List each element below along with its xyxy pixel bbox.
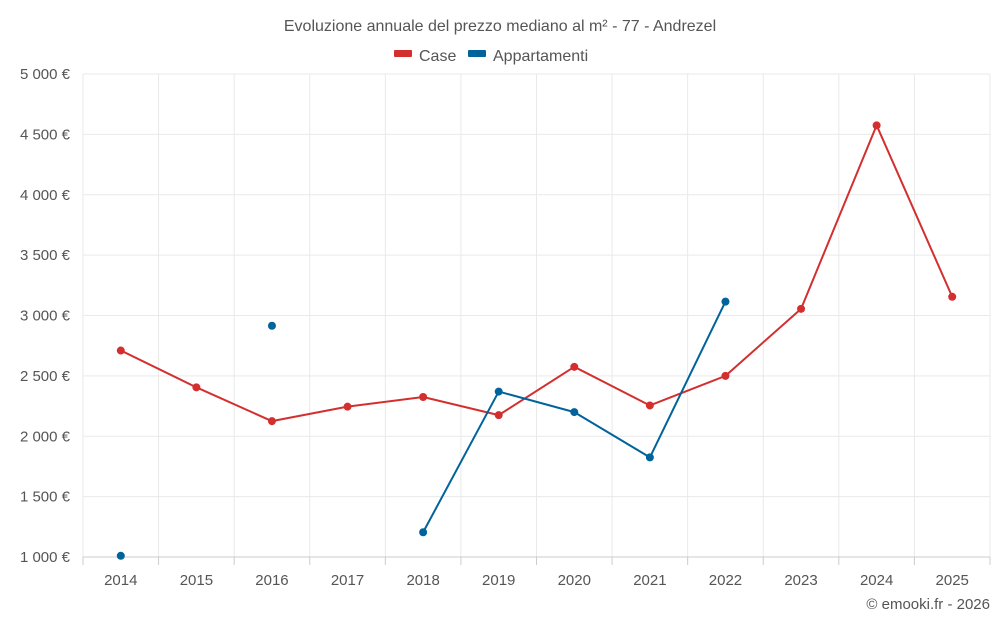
x-tick-label: 2015 xyxy=(180,572,213,589)
y-tick-label: 2 500 € xyxy=(20,368,71,385)
legend-label-case: Case xyxy=(419,48,456,65)
data-point-case[interactable] xyxy=(872,121,881,130)
x-tick-label: 2014 xyxy=(104,572,137,589)
data-point-case[interactable] xyxy=(192,383,201,392)
series-line-appartamenti xyxy=(422,301,727,533)
x-tick-label: 2021 xyxy=(633,572,666,589)
data-point-case[interactable] xyxy=(797,304,806,313)
data-point-case[interactable] xyxy=(343,402,352,411)
data-point-case[interactable] xyxy=(721,371,730,380)
series-case xyxy=(116,121,957,426)
data-point-case[interactable] xyxy=(116,346,125,355)
data-point-appartamenti[interactable] xyxy=(721,297,730,306)
data-point-appartamenti[interactable] xyxy=(267,321,276,330)
y-tick-label: 1 500 € xyxy=(20,489,71,506)
data-point-appartamenti[interactable] xyxy=(570,408,579,417)
x-tick-label: 2018 xyxy=(406,572,439,589)
data-point-case[interactable] xyxy=(570,362,579,371)
y-tick-label: 4 500 € xyxy=(20,126,71,143)
y-tick-label: 2 000 € xyxy=(20,428,71,445)
credit-text: © emooki.fr - 2026 xyxy=(866,596,990,613)
data-point-case[interactable] xyxy=(645,401,654,410)
x-tick-label: 2019 xyxy=(482,572,515,589)
legend-swatch-case xyxy=(394,50,412,57)
series-line-case xyxy=(120,124,954,423)
data-point-case[interactable] xyxy=(267,417,276,426)
data-point-appartamenti[interactable] xyxy=(494,387,503,396)
x-tick-label: 2017 xyxy=(331,572,364,589)
chart-title: Evoluzione annuale del prezzo mediano al… xyxy=(284,18,716,35)
data-point-case[interactable] xyxy=(419,393,428,402)
data-point-case[interactable] xyxy=(948,292,957,301)
y-tick-label: 4 000 € xyxy=(20,187,71,204)
x-tick-label: 2024 xyxy=(860,572,893,589)
y-tick-label: 1 000 € xyxy=(20,549,71,566)
data-point-appartamenti[interactable] xyxy=(419,528,428,537)
data-point-case[interactable] xyxy=(494,411,503,420)
series xyxy=(116,121,957,560)
x-tick-label: 2023 xyxy=(784,572,817,589)
x-tick-label: 2016 xyxy=(255,572,288,589)
grid xyxy=(82,73,991,557)
x-tick-label: 2020 xyxy=(558,572,591,589)
x-tick-label: 2025 xyxy=(936,572,969,589)
data-point-appartamenti[interactable] xyxy=(116,551,125,560)
x-tick-label: 2022 xyxy=(709,572,742,589)
y-tick-label: 5 000 € xyxy=(20,66,71,83)
legend-swatch-appartamenti xyxy=(468,50,486,57)
legend: Case Appartamenti xyxy=(394,48,588,65)
y-tick-label: 3 500 € xyxy=(20,247,71,264)
series-appartamenti xyxy=(116,297,730,560)
legend-label-appartamenti: Appartamenti xyxy=(493,48,588,65)
y-tick-label: 3 000 € xyxy=(20,308,71,325)
axes: 1 000 € 1 500 € 2 000 € 2 500 € 3 000 € 3 500… xyxy=(20,66,991,589)
data-point-appartamenti[interactable] xyxy=(645,453,654,462)
